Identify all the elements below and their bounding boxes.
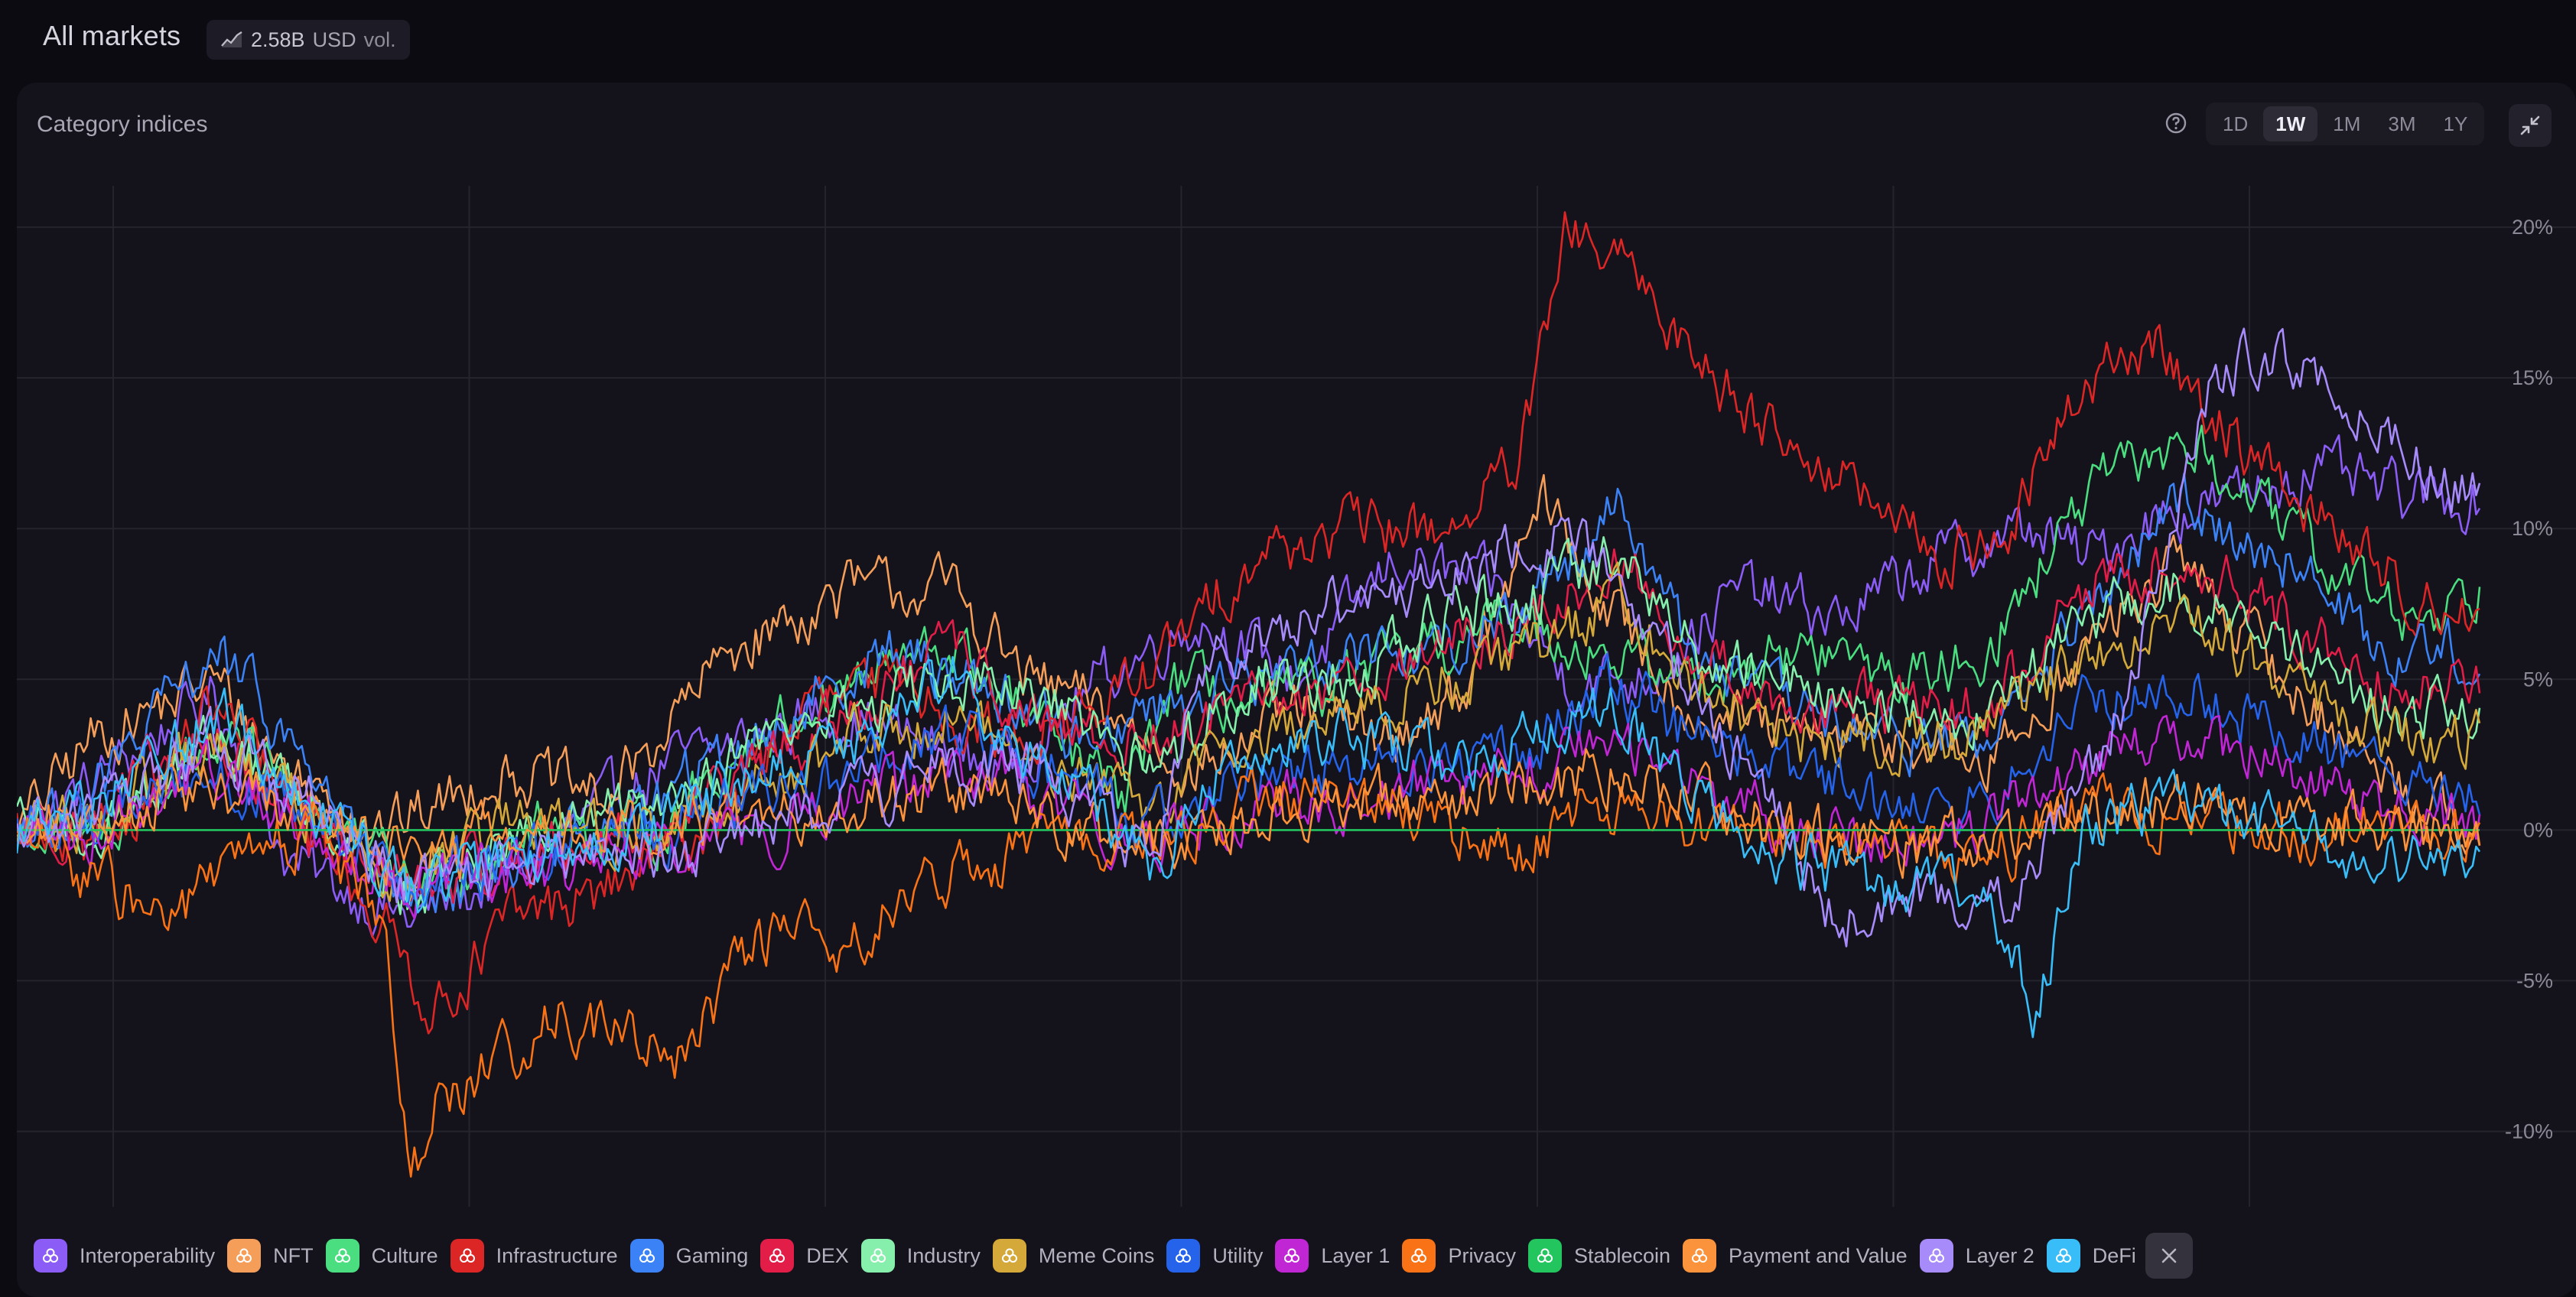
category-indices-panel: 20% 15% 10% 5% 0% -5% -10% Category indices 1D…: [17, 83, 2576, 1297]
volume-value: 2.58B: [251, 28, 305, 51]
category-icon: [1402, 1239, 1436, 1273]
category-icon: [860, 1239, 895, 1273]
close-icon: [2161, 1248, 2177, 1263]
chart-trend-icon: [221, 31, 242, 47]
legend-item-layer-2[interactable]: Layer 2: [1919, 1239, 2034, 1273]
legend-label: Utility: [1212, 1243, 1264, 1267]
category-icon: [629, 1239, 664, 1273]
volume-badge: 2.58B USD vol.: [207, 20, 410, 60]
legend-label: NFT: [273, 1243, 314, 1267]
legend-item-nft[interactable]: NFT: [227, 1239, 314, 1273]
legend-label: Layer 2: [1965, 1243, 2034, 1267]
category-icon: [992, 1239, 1026, 1273]
category-icon: [760, 1239, 795, 1273]
legend-label: Interoperability: [80, 1243, 216, 1267]
legend-item-payment-and-value[interactable]: Payment and Value: [1683, 1239, 1908, 1273]
category-icon: [1683, 1239, 1717, 1273]
category-icon: [227, 1239, 262, 1273]
legend-item-stablecoin[interactable]: Stablecoin: [1527, 1239, 1671, 1273]
legend-item-meme-coins[interactable]: Meme Coins: [992, 1239, 1155, 1273]
category-icon: [1275, 1239, 1309, 1273]
legend-label: Culture: [371, 1243, 438, 1267]
category-icon: [1919, 1239, 1953, 1273]
y-tick-label: 5%: [2523, 668, 2553, 691]
y-tick-label: 0%: [2523, 818, 2553, 841]
series-line-industry: [17, 536, 2481, 915]
help-icon[interactable]: [2165, 112, 2187, 135]
chart-legend: Interoperability NFT Culture Infrastructure…: [34, 1231, 2193, 1280]
category-icon: [450, 1239, 484, 1273]
category-icon: [2046, 1239, 2080, 1273]
series-line-utility: [17, 652, 2481, 908]
top-bar: All markets 2.58B USD vol.: [0, 0, 2576, 80]
series-line-defi: [17, 655, 2481, 1039]
legend-item-gaming[interactable]: Gaming: [629, 1239, 749, 1273]
legend-label: Meme Coins: [1038, 1243, 1155, 1267]
legend-label: Layer 1: [1321, 1243, 1390, 1267]
y-tick-label: 20%: [2512, 216, 2553, 239]
legend-label: DeFi: [2092, 1243, 2136, 1267]
page-title: All markets: [43, 20, 181, 51]
series-line-meme-coins: [17, 561, 2481, 902]
collapse-icon: [2520, 115, 2540, 135]
range-3m-button[interactable]: 3M: [2388, 112, 2416, 135]
category-icon: [34, 1239, 67, 1273]
category-icon: [1166, 1239, 1201, 1273]
y-tick-label: 15%: [2512, 366, 2553, 389]
legend-item-privacy[interactable]: Privacy: [1402, 1239, 1516, 1273]
category-icon: [325, 1239, 359, 1273]
legend-label: Infrastructure: [496, 1243, 618, 1267]
legend-label: Payment and Value: [1729, 1243, 1908, 1267]
series-line-nft: [17, 473, 2481, 855]
legend-label: DEX: [806, 1243, 849, 1267]
legend-item-interoperability[interactable]: Interoperability: [34, 1239, 215, 1273]
range-1y-button[interactable]: 1Y: [2443, 112, 2468, 135]
y-tick-label: -5%: [2516, 969, 2553, 992]
series-line-culture: [17, 424, 2481, 908]
range-1d-button[interactable]: 1D: [2223, 112, 2249, 135]
volume-unit: USD: [312, 28, 356, 51]
time-range-selector: 1D 1W 1M 3M 1Y: [2206, 102, 2485, 145]
legend-item-defi[interactable]: DeFi: [2046, 1239, 2136, 1273]
legend-label: Privacy: [1448, 1243, 1516, 1267]
range-1m-button[interactable]: 1M: [2333, 112, 2361, 135]
category-icon: [1527, 1239, 1562, 1273]
clear-filter-button[interactable]: [2145, 1233, 2193, 1279]
y-tick-label: -10%: [2505, 1120, 2553, 1143]
range-1w-button[interactable]: 1W: [2263, 106, 2318, 141]
series-line-privacy: [17, 765, 2481, 1178]
legend-item-layer-1[interactable]: Layer 1: [1275, 1239, 1390, 1273]
legend-label: Stablecoin: [1573, 1243, 1671, 1267]
series-line-infrastructure: [17, 211, 2480, 1035]
collapse-button[interactable]: [2509, 104, 2552, 147]
legend-item-utility[interactable]: Utility: [1166, 1239, 1263, 1273]
series-line-interoperability: [17, 434, 2481, 938]
legend-label: Industry: [906, 1243, 981, 1267]
y-tick-label: 10%: [2512, 517, 2553, 540]
category-indices-chart: 20% 15% 10% 5% 0% -5% -10%: [17, 186, 2576, 1207]
legend-item-industry[interactable]: Industry: [860, 1239, 981, 1273]
legend-item-infrastructure[interactable]: Infrastructure: [450, 1239, 618, 1273]
legend-item-dex[interactable]: DEX: [760, 1239, 849, 1273]
panel-title: Category indices: [37, 112, 208, 137]
legend-item-culture[interactable]: Culture: [325, 1239, 438, 1273]
legend-label: Gaming: [675, 1243, 749, 1267]
volume-suffix: vol.: [363, 28, 396, 51]
